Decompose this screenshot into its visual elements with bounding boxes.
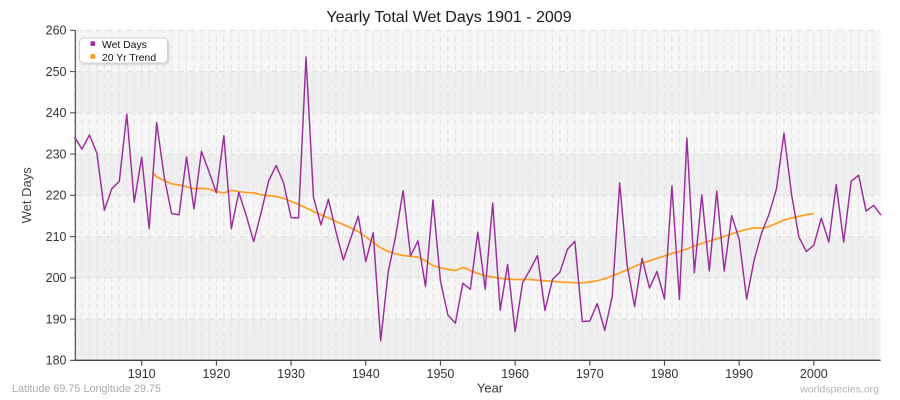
- svg-text:1930: 1930: [277, 367, 305, 381]
- svg-text:1940: 1940: [352, 367, 380, 381]
- svg-text:260: 260: [46, 24, 67, 38]
- svg-text:220: 220: [46, 189, 67, 203]
- svg-text:200: 200: [46, 271, 67, 285]
- svg-text:180: 180: [46, 354, 67, 368]
- svg-text:Wet Days: Wet Days: [102, 40, 147, 51]
- svg-text:Yearly Total Wet Days 1901 - 2: Yearly Total Wet Days 1901 - 2009: [326, 9, 571, 26]
- svg-text:20 Yr Trend: 20 Yr Trend: [102, 53, 156, 64]
- svg-text:1990: 1990: [725, 367, 753, 381]
- svg-text:1910: 1910: [128, 367, 156, 381]
- svg-text:1980: 1980: [651, 367, 679, 381]
- svg-text:1920: 1920: [202, 367, 230, 381]
- svg-text:1970: 1970: [576, 367, 604, 381]
- svg-text:2000: 2000: [800, 367, 828, 381]
- svg-text:Year: Year: [477, 381, 504, 396]
- svg-text:1950: 1950: [427, 367, 455, 381]
- svg-text:190: 190: [46, 312, 67, 326]
- svg-text:Wet Days: Wet Days: [19, 167, 34, 224]
- svg-text:210: 210: [46, 230, 67, 244]
- svg-text:230: 230: [46, 147, 67, 161]
- svg-text:worldspecies.org: worldspecies.org: [799, 384, 879, 396]
- svg-text:1960: 1960: [501, 367, 529, 381]
- svg-text:240: 240: [46, 106, 67, 120]
- svg-text:Latitude 69.75 Longitude 29.75: Latitude 69.75 Longitude 29.75: [12, 383, 161, 395]
- svg-text:250: 250: [46, 65, 67, 79]
